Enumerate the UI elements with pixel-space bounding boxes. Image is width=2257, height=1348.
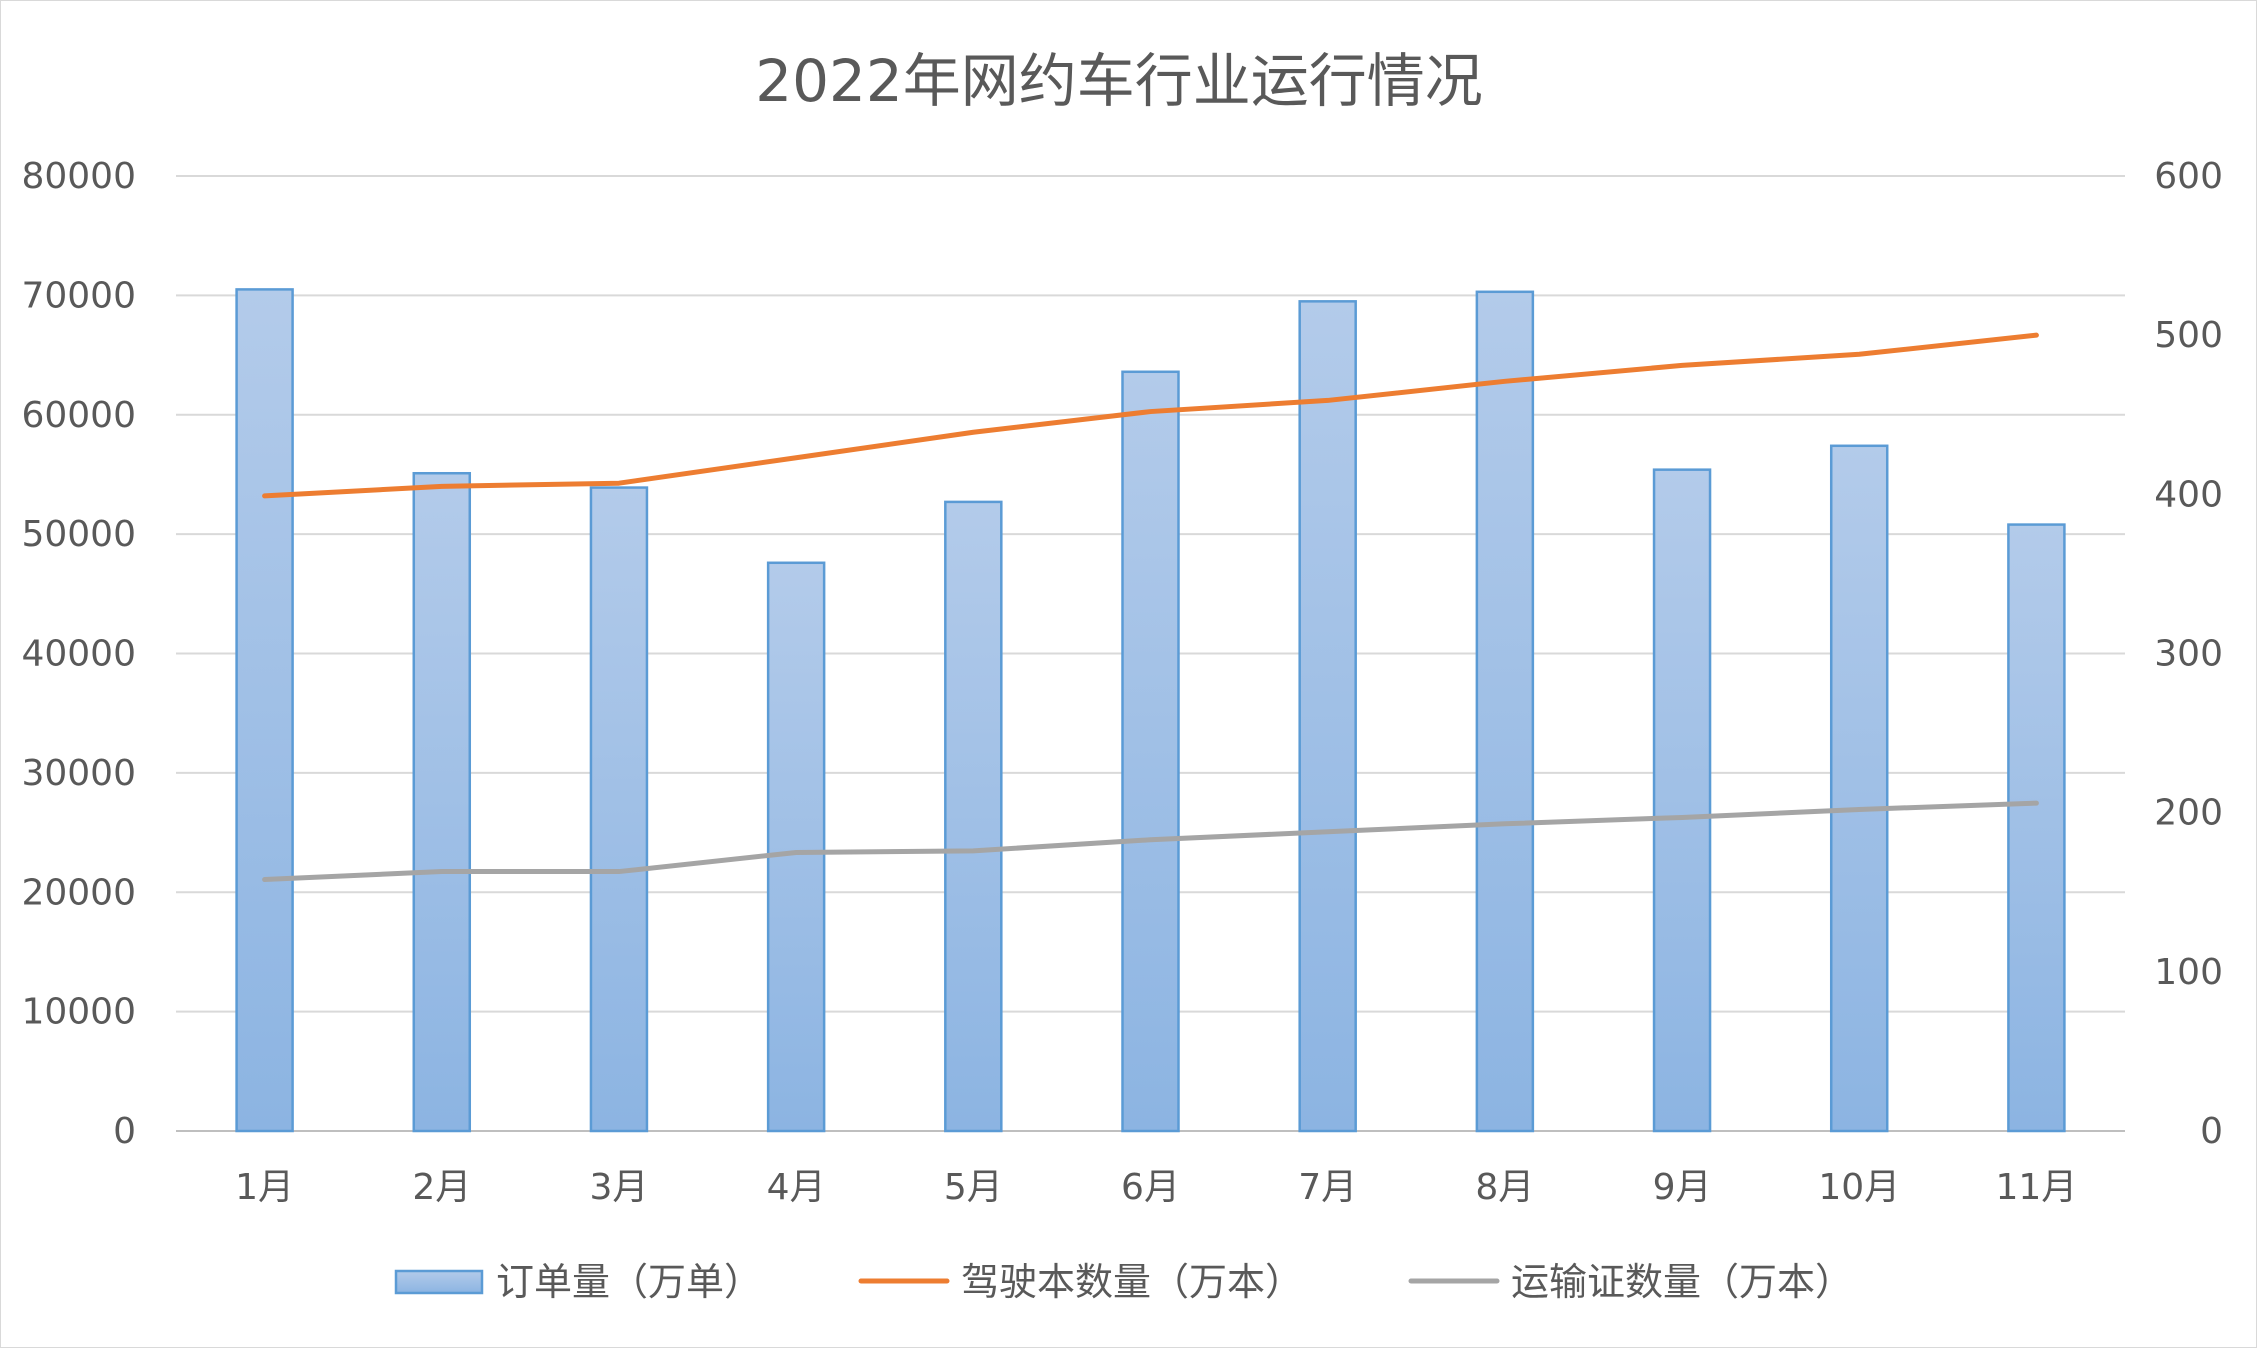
left-tick-label: 20000 — [21, 872, 136, 913]
right-tick-label: 100 — [2154, 952, 2223, 993]
right-tick-label: 200 — [2154, 793, 2223, 834]
legend-swatch — [394, 1269, 484, 1295]
x-tick-label: 4月 — [767, 1167, 826, 1208]
left-tick-label: 80000 — [21, 156, 136, 197]
x-tick-label: 9月 — [1653, 1167, 1712, 1208]
bar — [2007, 523, 2066, 1133]
bar — [1652, 468, 1712, 1133]
x-tick-label: 5月 — [944, 1167, 1003, 1208]
bar-series — [235, 288, 2066, 1133]
right-tick-label: 300 — [2154, 634, 2223, 675]
x-tick-label: 11月 — [1996, 1167, 2078, 1208]
right-tick-label: 0 — [2200, 1111, 2223, 1152]
line-series — [262, 332, 2039, 883]
series-line — [262, 332, 2039, 499]
left-tick-label: 40000 — [21, 634, 136, 675]
left-tick-label: 0 — [113, 1111, 136, 1152]
x-tick-label: 2月 — [412, 1167, 471, 1208]
left-axis-ticks: 0 10000 20000 30000 40000 50000 60000 70000 8000… — [21, 156, 136, 1152]
left-tick-label: 50000 — [21, 514, 136, 555]
x-tick-label: 10月 — [1818, 1167, 1900, 1208]
bar — [1121, 370, 1180, 1133]
x-tick-label: 1月 — [235, 1167, 294, 1208]
right-tick-label: 600 — [2154, 156, 2223, 197]
left-tick-label: 30000 — [21, 753, 136, 794]
bar — [589, 486, 649, 1133]
legend-label: 订单量（万单） — [496, 1260, 762, 1304]
right-tick-label: 400 — [2154, 474, 2223, 515]
left-tick-label: 10000 — [21, 992, 136, 1033]
bar — [1475, 290, 1535, 1133]
bar — [1829, 444, 1889, 1133]
x-tick-label: 6月 — [1121, 1167, 1180, 1208]
bar — [235, 288, 294, 1133]
x-tick-label: 3月 — [590, 1167, 649, 1208]
bar — [1298, 300, 1357, 1133]
chart-title: 2022年网约车行业运行情况 — [755, 47, 1483, 115]
x-tick-label: 7月 — [1298, 1167, 1357, 1208]
right-axis-ticks: 0 100 200 300 400 500 600 — [2154, 156, 2223, 1152]
left-tick-label: 70000 — [21, 275, 136, 316]
x-axis-ticks: 1月 2月 3月 4月 5月 6月 7月 8月 9月 10月 11月 — [235, 1167, 2077, 1208]
bar — [944, 500, 1003, 1133]
legend-label: 驾驶本数量（万本） — [961, 1260, 1303, 1304]
legend-label: 运输证数量（万本） — [1511, 1260, 1853, 1304]
bar — [766, 561, 826, 1133]
bar — [412, 471, 472, 1133]
x-tick-label: 8月 — [1475, 1167, 1534, 1208]
left-tick-label: 60000 — [21, 395, 136, 436]
legend: 订单量（万单） 驾驶本数量（万本） 运输证数量（万本） — [394, 1260, 1853, 1304]
series-line — [262, 800, 2039, 883]
right-tick-label: 500 — [2154, 315, 2223, 356]
